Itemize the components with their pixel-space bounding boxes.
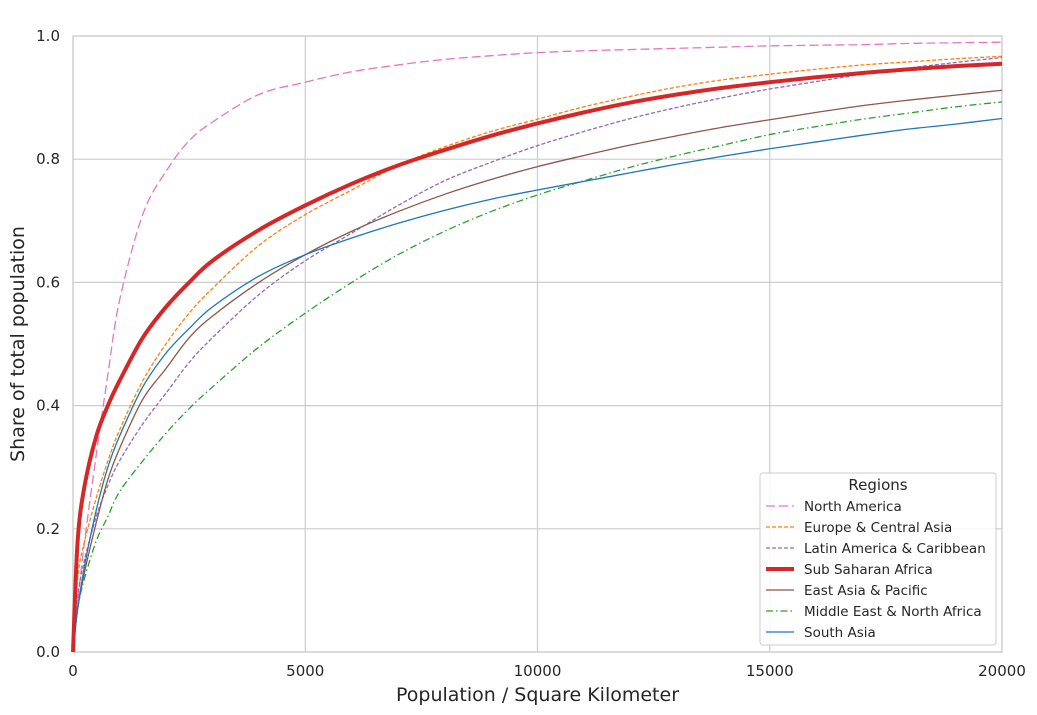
- legend-label: Europe & Central Asia: [804, 520, 952, 536]
- x-tick-label: 20000: [978, 662, 1026, 680]
- series-line-middle-east-north-africa: [72, 101, 1003, 653]
- series-line-europe-central-asia: [72, 55, 1003, 653]
- series-line-east-asia-pacific: [72, 89, 1003, 653]
- series-line-south-asia: [72, 117, 1003, 653]
- series-line-sub-saharan-africa: [71, 61, 1003, 653]
- y-axis-label: Share of total population: [7, 226, 29, 462]
- x-tick-label: 5000: [286, 662, 324, 680]
- series-lines: [71, 41, 1003, 653]
- y-tick-label: 0.2: [36, 520, 60, 538]
- tick-labels: 0 5000 10000 15000 20000 0.0 0.2 0.4 0.6 0.8 1.0: [36, 27, 1026, 680]
- y-tick-label: 0.0: [36, 643, 60, 661]
- x-tick-label: 0: [68, 662, 78, 680]
- y-tick-label: 0.6: [36, 273, 60, 291]
- plot-frame: [72, 35, 1003, 653]
- x-tick-label: 10000: [514, 662, 562, 680]
- legend-label: East Asia & Pacific: [804, 583, 928, 599]
- legend-label: South Asia: [804, 625, 876, 641]
- legend: Regions North America Europe & Central As…: [759, 472, 997, 646]
- legend-label: North America: [804, 499, 902, 515]
- x-tick-label: 15000: [746, 662, 794, 680]
- y-tick-label: 1.0: [36, 27, 60, 45]
- series-line-north-america: [72, 41, 1003, 653]
- legend-box: [759, 472, 997, 646]
- legend-title: Regions: [848, 476, 907, 494]
- legend-label: Latin America & Caribbean: [804, 541, 986, 557]
- legend-label: Sub Saharan Africa: [804, 562, 933, 578]
- legend-label: Middle East & North Africa: [804, 604, 982, 620]
- y-tick-label: 0.4: [36, 397, 60, 415]
- legend-items: North America Europe & Central Asia Latin …: [766, 499, 986, 641]
- x-axis-label: Population / Square Kilometer: [396, 684, 679, 706]
- y-tick-label: 0.8: [36, 150, 60, 168]
